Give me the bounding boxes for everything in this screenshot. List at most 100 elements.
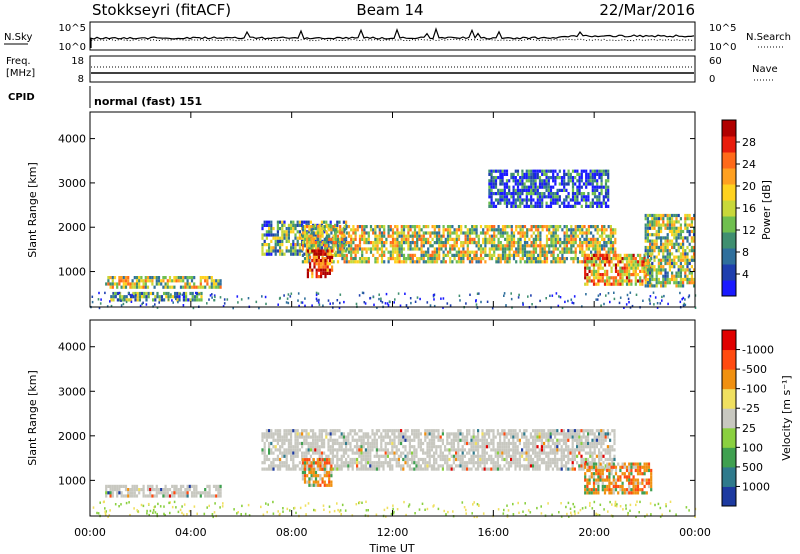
data-cell — [488, 201, 491, 205]
data-cell — [240, 298, 243, 301]
data-cell — [545, 445, 548, 449]
data-cell — [469, 293, 471, 296]
data-cell — [424, 461, 427, 465]
data-cell — [536, 461, 539, 465]
data-cell — [512, 244, 516, 248]
data-cell — [306, 458, 309, 462]
data-cell — [563, 172, 566, 176]
data-cell — [595, 435, 598, 439]
data-cell — [429, 234, 432, 238]
data-cell — [585, 231, 588, 235]
data-cell — [349, 464, 352, 468]
data-cell — [534, 467, 537, 471]
data-cell — [384, 302, 387, 305]
data-cell — [362, 454, 365, 458]
colorbar-segment — [722, 264, 736, 281]
data-cell — [468, 451, 471, 455]
data-cell — [219, 282, 222, 286]
data-cell — [400, 244, 403, 248]
data-cell — [124, 279, 128, 283]
data-cell — [435, 225, 439, 229]
data-cell — [448, 464, 451, 468]
data-cell — [305, 464, 308, 468]
data-cell — [521, 172, 524, 176]
data-cell — [608, 260, 611, 264]
data-cell — [455, 231, 458, 235]
data-cell — [644, 223, 647, 227]
data-cell — [545, 432, 548, 436]
data-cell — [596, 195, 599, 199]
data-cell — [186, 494, 189, 498]
data-cell — [306, 271, 309, 275]
data-cell — [169, 295, 172, 299]
data-cell — [408, 435, 411, 439]
data-cell — [394, 247, 397, 251]
data-cell — [479, 445, 482, 449]
data-cell — [605, 234, 608, 238]
data-cell — [347, 454, 350, 458]
data-cell — [512, 241, 516, 245]
data-cell — [438, 228, 441, 232]
data-cell — [437, 445, 440, 449]
data-cell — [380, 231, 384, 235]
data-cell — [595, 276, 598, 280]
data-cell — [127, 494, 130, 498]
data-cell — [439, 454, 442, 458]
data-cell — [508, 250, 511, 254]
data-cell — [552, 250, 555, 254]
data-cell — [483, 448, 486, 452]
data-cell — [639, 279, 642, 283]
data-cell — [604, 204, 608, 208]
data-cell — [210, 279, 213, 283]
data-cell — [285, 239, 288, 243]
data-cell — [505, 195, 509, 199]
data-cell — [604, 435, 607, 439]
data-cell — [681, 298, 683, 301]
data-cell — [545, 237, 549, 241]
data-cell — [539, 247, 542, 251]
data-cell — [281, 249, 284, 253]
data-cell — [168, 488, 172, 492]
data-cell — [606, 269, 609, 273]
data-cell — [530, 188, 533, 192]
data-cell — [592, 237, 595, 241]
data-cell — [402, 438, 405, 442]
data-cell — [485, 441, 488, 446]
data-cell — [303, 477, 307, 481]
data-cell — [387, 231, 390, 235]
data-cell — [261, 223, 264, 227]
data-cell — [171, 299, 173, 302]
data-cell — [497, 237, 500, 241]
data-cell — [279, 429, 282, 433]
data-cell — [675, 271, 678, 275]
data-cell — [549, 185, 553, 189]
cpid-panel: CPID normal (fast) 151 — [8, 86, 202, 108]
data-cell — [151, 282, 154, 286]
data-cell — [514, 169, 517, 173]
data-cell — [127, 488, 130, 492]
data-cell — [565, 244, 568, 248]
data-cell — [537, 253, 540, 257]
data-cell — [662, 258, 665, 262]
data-cell — [336, 429, 339, 433]
data-cell — [312, 464, 315, 468]
data-cell — [666, 271, 669, 275]
data-cell — [571, 454, 574, 458]
data-cell — [118, 276, 121, 280]
data-cell — [576, 179, 579, 183]
data-cell — [466, 241, 469, 245]
data-cell — [342, 441, 345, 446]
data-cell — [283, 435, 286, 439]
data-cell — [506, 225, 509, 229]
data-cell — [189, 291, 192, 296]
data-cell — [416, 247, 419, 251]
data-cell — [341, 244, 344, 248]
data-cell — [261, 295, 263, 298]
data-cell — [435, 467, 438, 471]
data-cell — [195, 285, 198, 289]
data-cell — [518, 454, 521, 458]
data-cell — [552, 201, 555, 205]
data-cell — [265, 435, 268, 439]
data-cell — [617, 263, 620, 267]
data-cell — [585, 169, 588, 173]
